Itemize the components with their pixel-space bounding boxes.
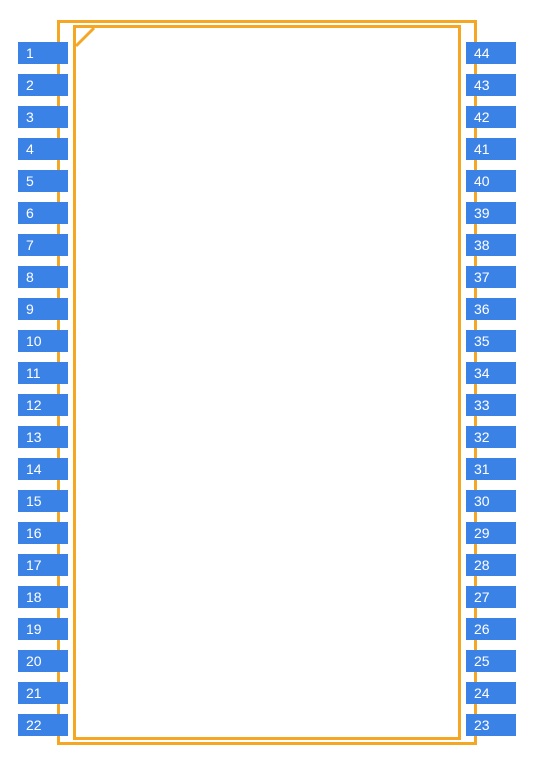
pin-label: 25 [474, 654, 490, 668]
pin-5: 5 [18, 170, 68, 192]
pin-label: 27 [474, 590, 490, 604]
pin-6: 6 [18, 202, 68, 224]
pin-label: 23 [474, 718, 490, 732]
package-inner-outline [73, 25, 461, 740]
pin-label: 36 [474, 302, 490, 316]
pin-label: 15 [26, 494, 42, 508]
pin-label: 33 [474, 398, 490, 412]
pin-label: 35 [474, 334, 490, 348]
pin-label: 10 [26, 334, 42, 348]
pin-label: 19 [26, 622, 42, 636]
pin-label: 34 [474, 366, 490, 380]
pin-20: 20 [18, 650, 68, 672]
pin-41: 41 [466, 138, 516, 160]
pin-36: 36 [466, 298, 516, 320]
pin-19: 19 [18, 618, 68, 640]
pin-4: 4 [18, 138, 68, 160]
pin-label: 32 [474, 430, 490, 444]
pin-37: 37 [466, 266, 516, 288]
pin-label: 26 [474, 622, 490, 636]
pin-label: 21 [26, 686, 42, 700]
pin-label: 3 [26, 110, 34, 124]
pin-label: 39 [474, 206, 490, 220]
pin-label: 42 [474, 110, 490, 124]
pin-7: 7 [18, 234, 68, 256]
pin-30: 30 [466, 490, 516, 512]
pin-label: 28 [474, 558, 490, 572]
pin-label: 38 [474, 238, 490, 252]
pin-label: 17 [26, 558, 42, 572]
pin-29: 29 [466, 522, 516, 544]
pin-label: 7 [26, 238, 34, 252]
pin-34: 34 [466, 362, 516, 384]
pin-24: 24 [466, 682, 516, 704]
pin-label: 4 [26, 142, 34, 156]
pin-14: 14 [18, 458, 68, 480]
pin-26: 26 [466, 618, 516, 640]
pin-label: 9 [26, 302, 34, 316]
pin-44: 44 [466, 42, 516, 64]
pin-label: 6 [26, 206, 34, 220]
pin-21: 21 [18, 682, 68, 704]
pin-label: 1 [26, 46, 34, 60]
pin-label: 16 [26, 526, 42, 540]
pin-23: 23 [466, 714, 516, 736]
pin-13: 13 [18, 426, 68, 448]
pin-22: 22 [18, 714, 68, 736]
pin-11: 11 [18, 362, 68, 384]
pin-column-right: 44 43 42 41 40 39 38 37 36 35 34 33 32 31 30 29 28 27 26 25… [466, 42, 516, 746]
pin-32: 32 [466, 426, 516, 448]
pin-40: 40 [466, 170, 516, 192]
pin-16: 16 [18, 522, 68, 544]
pin-label: 20 [26, 654, 42, 668]
pin-3: 3 [18, 106, 68, 128]
pin-label: 22 [26, 718, 42, 732]
pin-label: 37 [474, 270, 490, 284]
pin-label: 8 [26, 270, 34, 284]
pin-label: 31 [474, 462, 490, 476]
notch-diagonal [76, 28, 94, 46]
pin-label: 44 [474, 46, 490, 60]
pin-label: 5 [26, 174, 34, 188]
pin-28: 28 [466, 554, 516, 576]
pin-label: 43 [474, 78, 490, 92]
pin-label: 24 [474, 686, 490, 700]
pin-label: 30 [474, 494, 490, 508]
pin-9: 9 [18, 298, 68, 320]
pin-33: 33 [466, 394, 516, 416]
pin-42: 42 [466, 106, 516, 128]
pin-8: 8 [18, 266, 68, 288]
pin-31: 31 [466, 458, 516, 480]
pin-label: 29 [474, 526, 490, 540]
pin-label: 2 [26, 78, 34, 92]
pin-18: 18 [18, 586, 68, 608]
pin-label: 11 [26, 366, 41, 380]
pin-35: 35 [466, 330, 516, 352]
pin-label: 12 [26, 398, 42, 412]
pin-2: 2 [18, 74, 68, 96]
pin-17: 17 [18, 554, 68, 576]
pin1-indicator-notch [76, 28, 94, 46]
pin-column-left: 12345678910111213141516171819202122 [18, 42, 68, 746]
pin-15: 15 [18, 490, 68, 512]
pin-43: 43 [466, 74, 516, 96]
pin-label: 18 [26, 590, 42, 604]
pin-25: 25 [466, 650, 516, 672]
pin-label: 13 [26, 430, 42, 444]
pin-label: 14 [26, 462, 42, 476]
pin-39: 39 [466, 202, 516, 224]
pin-10: 10 [18, 330, 68, 352]
pin-1: 1 [18, 42, 68, 64]
pin-38: 38 [466, 234, 516, 256]
pin-12: 12 [18, 394, 68, 416]
pin-label: 41 [474, 142, 490, 156]
pin-27: 27 [466, 586, 516, 608]
pin-label: 40 [474, 174, 490, 188]
